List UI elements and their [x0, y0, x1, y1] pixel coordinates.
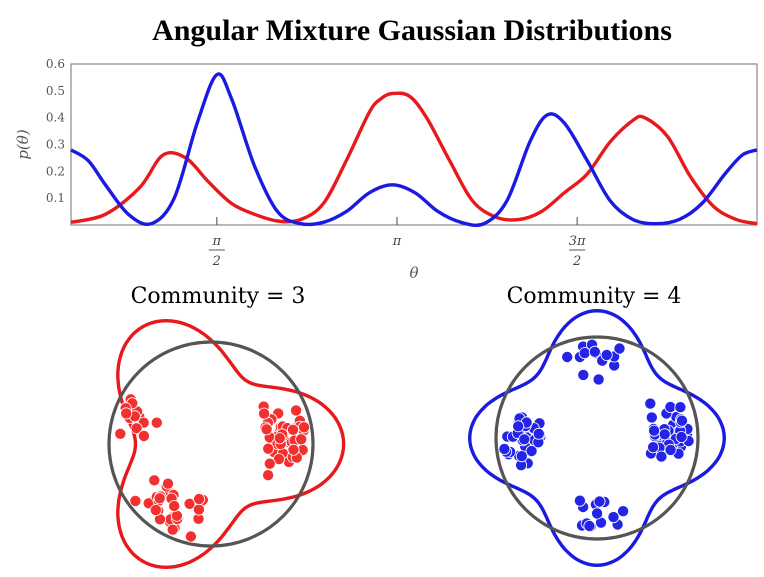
- data-point-blue: [648, 424, 661, 437]
- x-axis: π 2 π 3π 2: [208, 217, 586, 269]
- data-point-blue: [600, 348, 613, 361]
- data-point-red: [170, 509, 183, 522]
- community-3-title: Community = 3: [131, 284, 306, 309]
- data-point-blue: [518, 433, 531, 446]
- data-point-blue: [658, 428, 671, 441]
- data-point-red: [295, 433, 308, 446]
- data-point-red: [149, 504, 162, 517]
- pol4-outline: [467, 308, 727, 568]
- data-point-red: [161, 477, 174, 490]
- data-point-blue: [676, 414, 689, 427]
- chart-title: Angular Mixture Gaussian Distributions: [152, 14, 672, 47]
- data-point-red: [153, 492, 166, 505]
- line-chart: 0.1 0.2 0.3 0.4 0.5 0.6 π 2 π 3π 2 p(θ) θ: [14, 57, 758, 282]
- data-point-red: [287, 443, 300, 456]
- data-point-blue: [655, 450, 668, 463]
- data-point-blue: [645, 411, 658, 424]
- series-lines: [70, 72, 758, 228]
- data-point-blue: [674, 401, 687, 414]
- data-point-red: [260, 423, 273, 436]
- plot-frame: [70, 63, 758, 226]
- data-point-red: [286, 423, 299, 436]
- data-point-blue: [593, 495, 606, 508]
- data-point-red: [298, 421, 311, 434]
- data-point-red: [262, 469, 275, 482]
- y-tick-label: 0.2: [46, 164, 65, 178]
- data-point-red: [184, 530, 197, 543]
- data-point-blue: [498, 442, 511, 455]
- data-point-red: [262, 442, 275, 455]
- x-tick-label: π: [212, 234, 222, 249]
- data-point-red: [148, 474, 161, 487]
- data-point-blue: [613, 342, 626, 355]
- y-tick-label: 0.5: [46, 84, 65, 98]
- y-tick-label: 0.6: [46, 57, 65, 71]
- data-point-blue: [592, 373, 605, 386]
- data-point-blue: [578, 347, 591, 360]
- data-point-blue: [644, 397, 657, 410]
- data-point-red: [120, 407, 133, 420]
- data-point-red: [193, 493, 206, 506]
- data-point-red: [290, 404, 303, 417]
- data-point-red: [168, 499, 181, 512]
- community-3-plot: [107, 318, 346, 570]
- x-tick-label: π: [392, 234, 402, 249]
- data-point-blue: [577, 368, 590, 381]
- pol3-outline: [116, 318, 346, 570]
- data-point-blue: [675, 430, 688, 443]
- data-point-blue: [512, 420, 525, 433]
- data-point-red: [192, 503, 205, 516]
- data-point-red: [258, 407, 271, 420]
- y-tick-label: 0.4: [46, 111, 65, 125]
- data-point-blue: [607, 511, 620, 524]
- x-tick-denominator: 2: [572, 254, 581, 269]
- data-point-red: [137, 429, 150, 442]
- x-tick-denominator: 2: [212, 254, 221, 269]
- data-point-blue: [561, 350, 574, 363]
- y-axis-label: p(θ): [14, 129, 32, 159]
- data-point-red: [129, 494, 142, 507]
- data-point-red: [130, 422, 143, 435]
- data-point-blue: [647, 441, 660, 454]
- data-point-red: [263, 457, 276, 470]
- community-4-title: Community = 4: [507, 284, 682, 309]
- data-point-blue: [664, 400, 677, 413]
- series-line-red: [70, 91, 758, 226]
- data-point-blue: [515, 450, 528, 463]
- data-point-red: [166, 523, 179, 536]
- y-tick-label: 0.1: [46, 191, 65, 205]
- pol3-unit-circle: [107, 340, 315, 548]
- x-tick-label: 3π: [569, 234, 586, 249]
- data-point-blue: [588, 345, 601, 358]
- data-point-red: [273, 432, 286, 445]
- data-point-blue: [573, 494, 586, 507]
- pol4-unit-circle: [494, 335, 700, 541]
- data-point-red: [150, 416, 163, 429]
- x-axis-label: θ: [409, 264, 418, 282]
- data-point-blue: [583, 520, 596, 533]
- data-point-blue: [591, 507, 604, 520]
- data-point-red: [183, 497, 196, 510]
- data-point-blue: [617, 505, 630, 518]
- y-axis: 0.1 0.2 0.3 0.4 0.5 0.6: [46, 57, 65, 205]
- data-point-blue: [532, 427, 545, 440]
- data-point-red: [114, 427, 127, 440]
- y-tick-label: 0.3: [46, 138, 65, 152]
- community-4-plot: [467, 308, 727, 568]
- series-line-blue: [70, 72, 758, 228]
